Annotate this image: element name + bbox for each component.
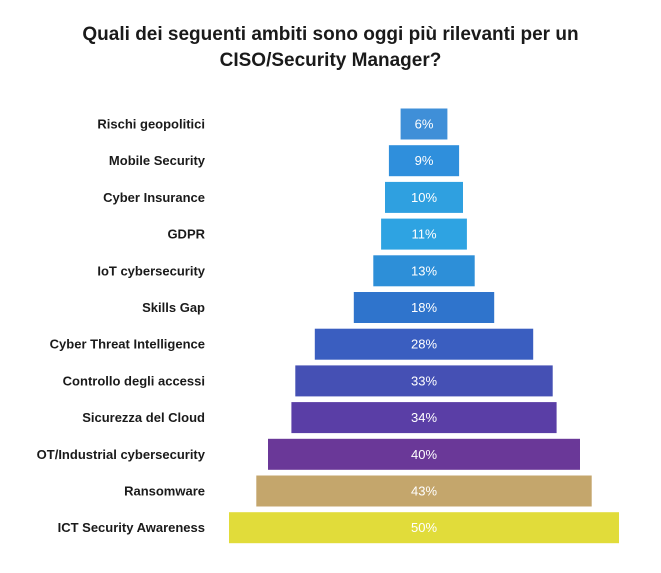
bar-1 — [400, 108, 448, 140]
value-label-7: 28% — [411, 337, 437, 352]
value-label-1: 6% — [415, 117, 434, 132]
category-label-7: Cyber Threat Intelligence — [50, 337, 205, 352]
value-label-4: 11% — [411, 227, 436, 242]
value-label-11: 43% — [411, 484, 437, 499]
category-label-5: IoT cybersecurity — [97, 263, 205, 278]
category-label-6: Skills Gap — [142, 300, 205, 315]
bar-8 — [295, 365, 553, 397]
bar-9 — [291, 402, 557, 434]
category-label-1: Rischi geopolitici — [97, 117, 205, 132]
category-label-11: Ransomware — [124, 484, 205, 499]
category-label-4: GDPR — [167, 227, 205, 242]
category-label-9: Sicurezza del Cloud — [82, 410, 205, 425]
value-label-5: 13% — [411, 263, 437, 278]
category-label-8: Controllo degli accessi — [63, 373, 205, 388]
value-label-10: 40% — [411, 447, 437, 462]
bar-6 — [353, 292, 495, 323]
value-label-12: 50% — [411, 520, 437, 535]
value-label-2: 9% — [415, 153, 434, 168]
chart-title-line-1: Quali dei seguenti ambiti sono oggi più … — [82, 24, 579, 45]
bar-11 — [256, 475, 592, 507]
bar-12 — [229, 512, 619, 544]
category-label-2: Mobile Security — [109, 153, 206, 168]
value-label-9: 34% — [411, 410, 437, 425]
category-label-10: OT/Industrial cybersecurity — [37, 447, 206, 462]
bar-5 — [373, 255, 475, 287]
bar-10 — [268, 438, 580, 470]
bar-2 — [388, 145, 460, 177]
chart-title-line-2: CISO/Security Manager? — [219, 50, 442, 71]
bar-3 — [385, 181, 463, 213]
chart-title: Quali dei seguenti ambiti sono oggi più … — [0, 22, 661, 74]
value-label-8: 33% — [411, 373, 437, 388]
bar-7 — [314, 328, 534, 360]
value-label-6: 18% — [411, 300, 437, 315]
value-label-3: 10% — [411, 190, 437, 205]
bars-layer: 6% Rischi geopolitici 9% Mobile Security 10%… — [37, 108, 619, 544]
category-label-12: ICT Security Awareness — [58, 520, 205, 535]
category-label-3: Cyber Insurance — [103, 190, 205, 205]
bar-4 — [381, 218, 467, 250]
